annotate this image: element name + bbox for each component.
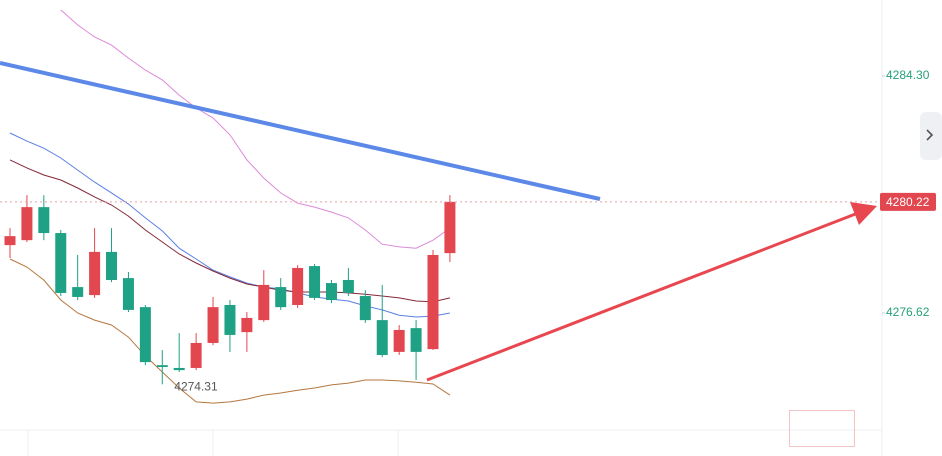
indicator-line — [9, 258, 451, 404]
candle-body — [258, 284, 270, 321]
candle-body — [376, 320, 388, 355]
trend-line — [0, 61, 601, 201]
plot-area — [4, 9, 456, 404]
y-tick-label: 4276.62 — [886, 305, 930, 319]
selection-box — [789, 410, 855, 447]
candle-body — [224, 304, 236, 335]
candle-body — [359, 296, 371, 321]
candle-body — [55, 233, 67, 293]
candle-body — [241, 317, 253, 333]
price-label-box — [880, 192, 936, 211]
candle-body — [72, 287, 84, 297]
candle-body — [393, 329, 405, 352]
candle-body — [190, 342, 202, 368]
candle-body — [342, 279, 354, 293]
candle-body — [21, 207, 33, 241]
arrow-line — [426, 211, 859, 382]
candle-body — [207, 307, 219, 343]
candle-body — [122, 278, 134, 310]
price-label: 4280.22 — [886, 195, 930, 209]
candle-body — [38, 207, 50, 234]
candle-body — [89, 251, 101, 296]
candle-body — [275, 287, 287, 308]
indicator-line — [9, 132, 450, 318]
candle-body — [139, 307, 151, 363]
low-annotation: 4274.31 — [174, 379, 218, 393]
candle-body — [444, 201, 456, 254]
arrow-head — [850, 202, 877, 225]
candle-body — [410, 328, 422, 352]
candle-body — [292, 267, 304, 305]
candle-body — [156, 365, 168, 368]
candle-body — [427, 254, 439, 350]
y-tick-label: 4284.30 — [886, 68, 930, 82]
candle-body — [325, 283, 337, 301]
indicator-line — [9, 159, 451, 303]
collapse-icon — [926, 129, 934, 141]
candle-body — [309, 266, 321, 298]
candle-body — [173, 367, 185, 371]
candle-body — [106, 251, 118, 280]
candle-body — [4, 236, 16, 246]
indicator-line — [60, 9, 451, 249]
